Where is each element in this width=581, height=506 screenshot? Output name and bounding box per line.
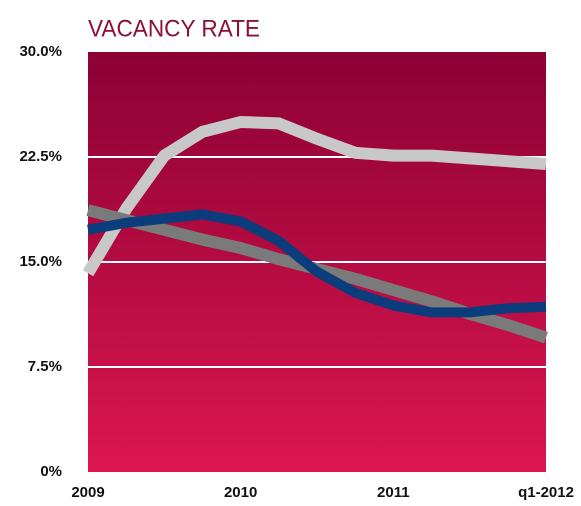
x-tick-label: 2011 bbox=[377, 484, 410, 501]
series-line bbox=[87, 209, 547, 318]
y-tick-label: 22.5% bbox=[19, 148, 62, 165]
series-line bbox=[82, 116, 547, 277]
x-tick-label: q1-2012 bbox=[518, 484, 574, 501]
x-tick-label: 2009 bbox=[71, 484, 104, 501]
y-tick-label: 30.0% bbox=[19, 43, 62, 60]
y-tick-label: 0% bbox=[40, 463, 62, 480]
y-tick-label: 7.5% bbox=[28, 358, 62, 375]
y-tick-label: 15.0% bbox=[19, 253, 62, 270]
x-tick-label: 2010 bbox=[224, 484, 257, 501]
chart-title: VACANCY RATE bbox=[88, 15, 260, 42]
